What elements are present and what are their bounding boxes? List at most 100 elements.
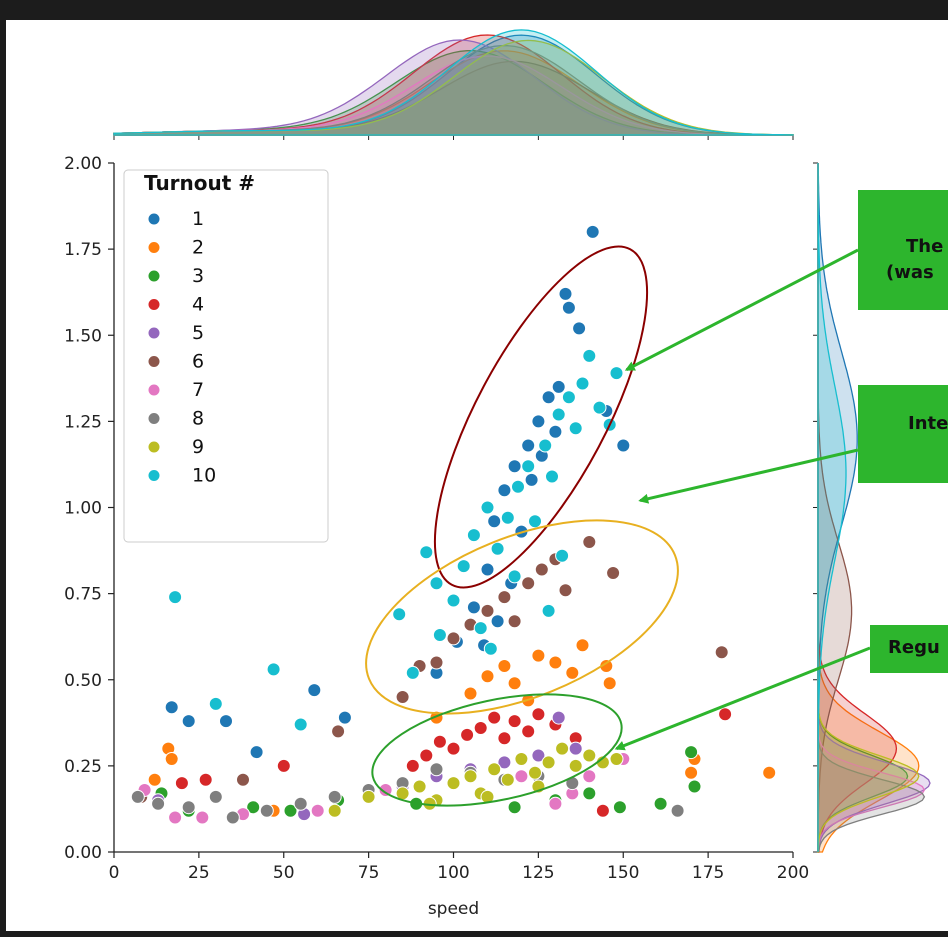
point-series-8 [130,789,145,804]
point-series-10 [592,400,607,415]
point-series-10 [575,376,590,391]
legend-label-3: 3 [192,265,204,287]
point-series-3 [582,786,597,801]
callout-arrow-2 [638,448,859,504]
point-series-1 [572,321,587,336]
point-series-1 [181,714,196,729]
point-series-5 [551,710,566,725]
point-series-10 [500,510,515,525]
point-series-3 [612,800,627,815]
point-series-9 [361,789,376,804]
point-series-10 [473,621,488,636]
point-series-7 [548,796,563,811]
point-series-10 [551,407,566,422]
point-series-4 [595,803,610,818]
legend-marker-3 [147,269,161,283]
point-series-10 [511,479,525,494]
y-tick-label: 0.00 [64,843,102,863]
point-series-10 [568,421,583,436]
point-series-8 [225,810,240,825]
point-series-10 [538,438,553,453]
point-series-8 [429,762,444,777]
callout-1-line: The [906,236,944,257]
point-series-8 [327,789,342,804]
callout-3-text: Regu [888,637,940,658]
point-series-8 [293,796,308,811]
legend-label-10: 10 [192,465,216,487]
legend-marker-10 [147,469,161,482]
point-series-2 [507,676,522,691]
x-tick-label: 100 [437,863,469,883]
cluster-ellipse-3 [371,693,623,807]
point-series-9 [327,803,342,818]
point-series-7 [378,783,393,797]
x-tick-label: 125 [522,863,554,883]
point-series-3 [684,745,699,760]
point-series-6 [606,566,621,580]
axes: 0 25 50 75 100 125 150 175 2000.000.250.500.751.… [64,154,809,919]
callout-1-text: The (was [858,190,948,286]
point-series-6 [497,590,512,605]
point-series-1 [524,472,539,487]
callout-arrow-3 [614,646,871,751]
point-series-4 [446,741,461,756]
point-series-6 [236,772,250,787]
callout-2-text: Inte [908,413,948,434]
point-series-3 [653,796,668,811]
point-series-4 [473,721,488,735]
top-kde-series-10 [113,29,794,136]
cluster-ellipses [365,245,679,807]
point-series-6 [558,583,573,598]
point-series-9 [463,769,478,784]
legend-box [123,169,329,543]
callout-1-line: (was [886,262,934,283]
point-series-10 [432,628,447,642]
point-series-7 [582,769,597,784]
point-series-4 [419,748,434,763]
legend-title: Turnout # [144,171,255,195]
point-series-1 [466,600,481,615]
point-series-9 [568,758,583,773]
legend-marker-4 [147,298,161,311]
point-series-10 [405,665,420,680]
top-density-plot [113,29,794,140]
point-series-9 [412,779,427,794]
point-series-1 [337,710,352,725]
x-tick-label: 0 [109,863,120,883]
legend-label-4: 4 [192,294,204,316]
point-series-2 [599,659,614,673]
point-series-6 [521,576,536,591]
point-series-2 [147,772,162,787]
point-series-2 [602,676,617,691]
point-series-6 [507,614,522,629]
point-series-2 [164,752,179,766]
point-series-1 [307,683,322,698]
y-tick-label: 1.25 [64,412,102,432]
point-series-10 [555,548,570,563]
point-series-2 [565,665,580,680]
point-series-1 [219,714,233,729]
point-series-10 [609,366,624,381]
point-series-6 [395,690,410,704]
point-series-4 [174,776,189,791]
point-series-1 [531,414,546,429]
point-series-5 [531,748,546,763]
callout-box-3: Regu [870,625,948,673]
legend-marker-6 [147,355,161,368]
point-series-2 [684,765,699,780]
point-series-10 [561,390,576,405]
point-series-10 [521,459,536,474]
point-series-4 [521,724,536,739]
point-series-10 [507,569,522,584]
point-series-7 [168,810,183,825]
point-series-10 [541,603,556,618]
point-series-9 [500,772,515,787]
scatter-points [130,224,777,825]
y-tick-label: 0.50 [64,671,102,691]
point-series-10 [446,593,461,608]
point-series-7 [514,769,529,784]
legend-marker-8 [147,412,161,425]
window-frame-bottom [0,931,948,937]
point-series-1 [164,700,179,715]
